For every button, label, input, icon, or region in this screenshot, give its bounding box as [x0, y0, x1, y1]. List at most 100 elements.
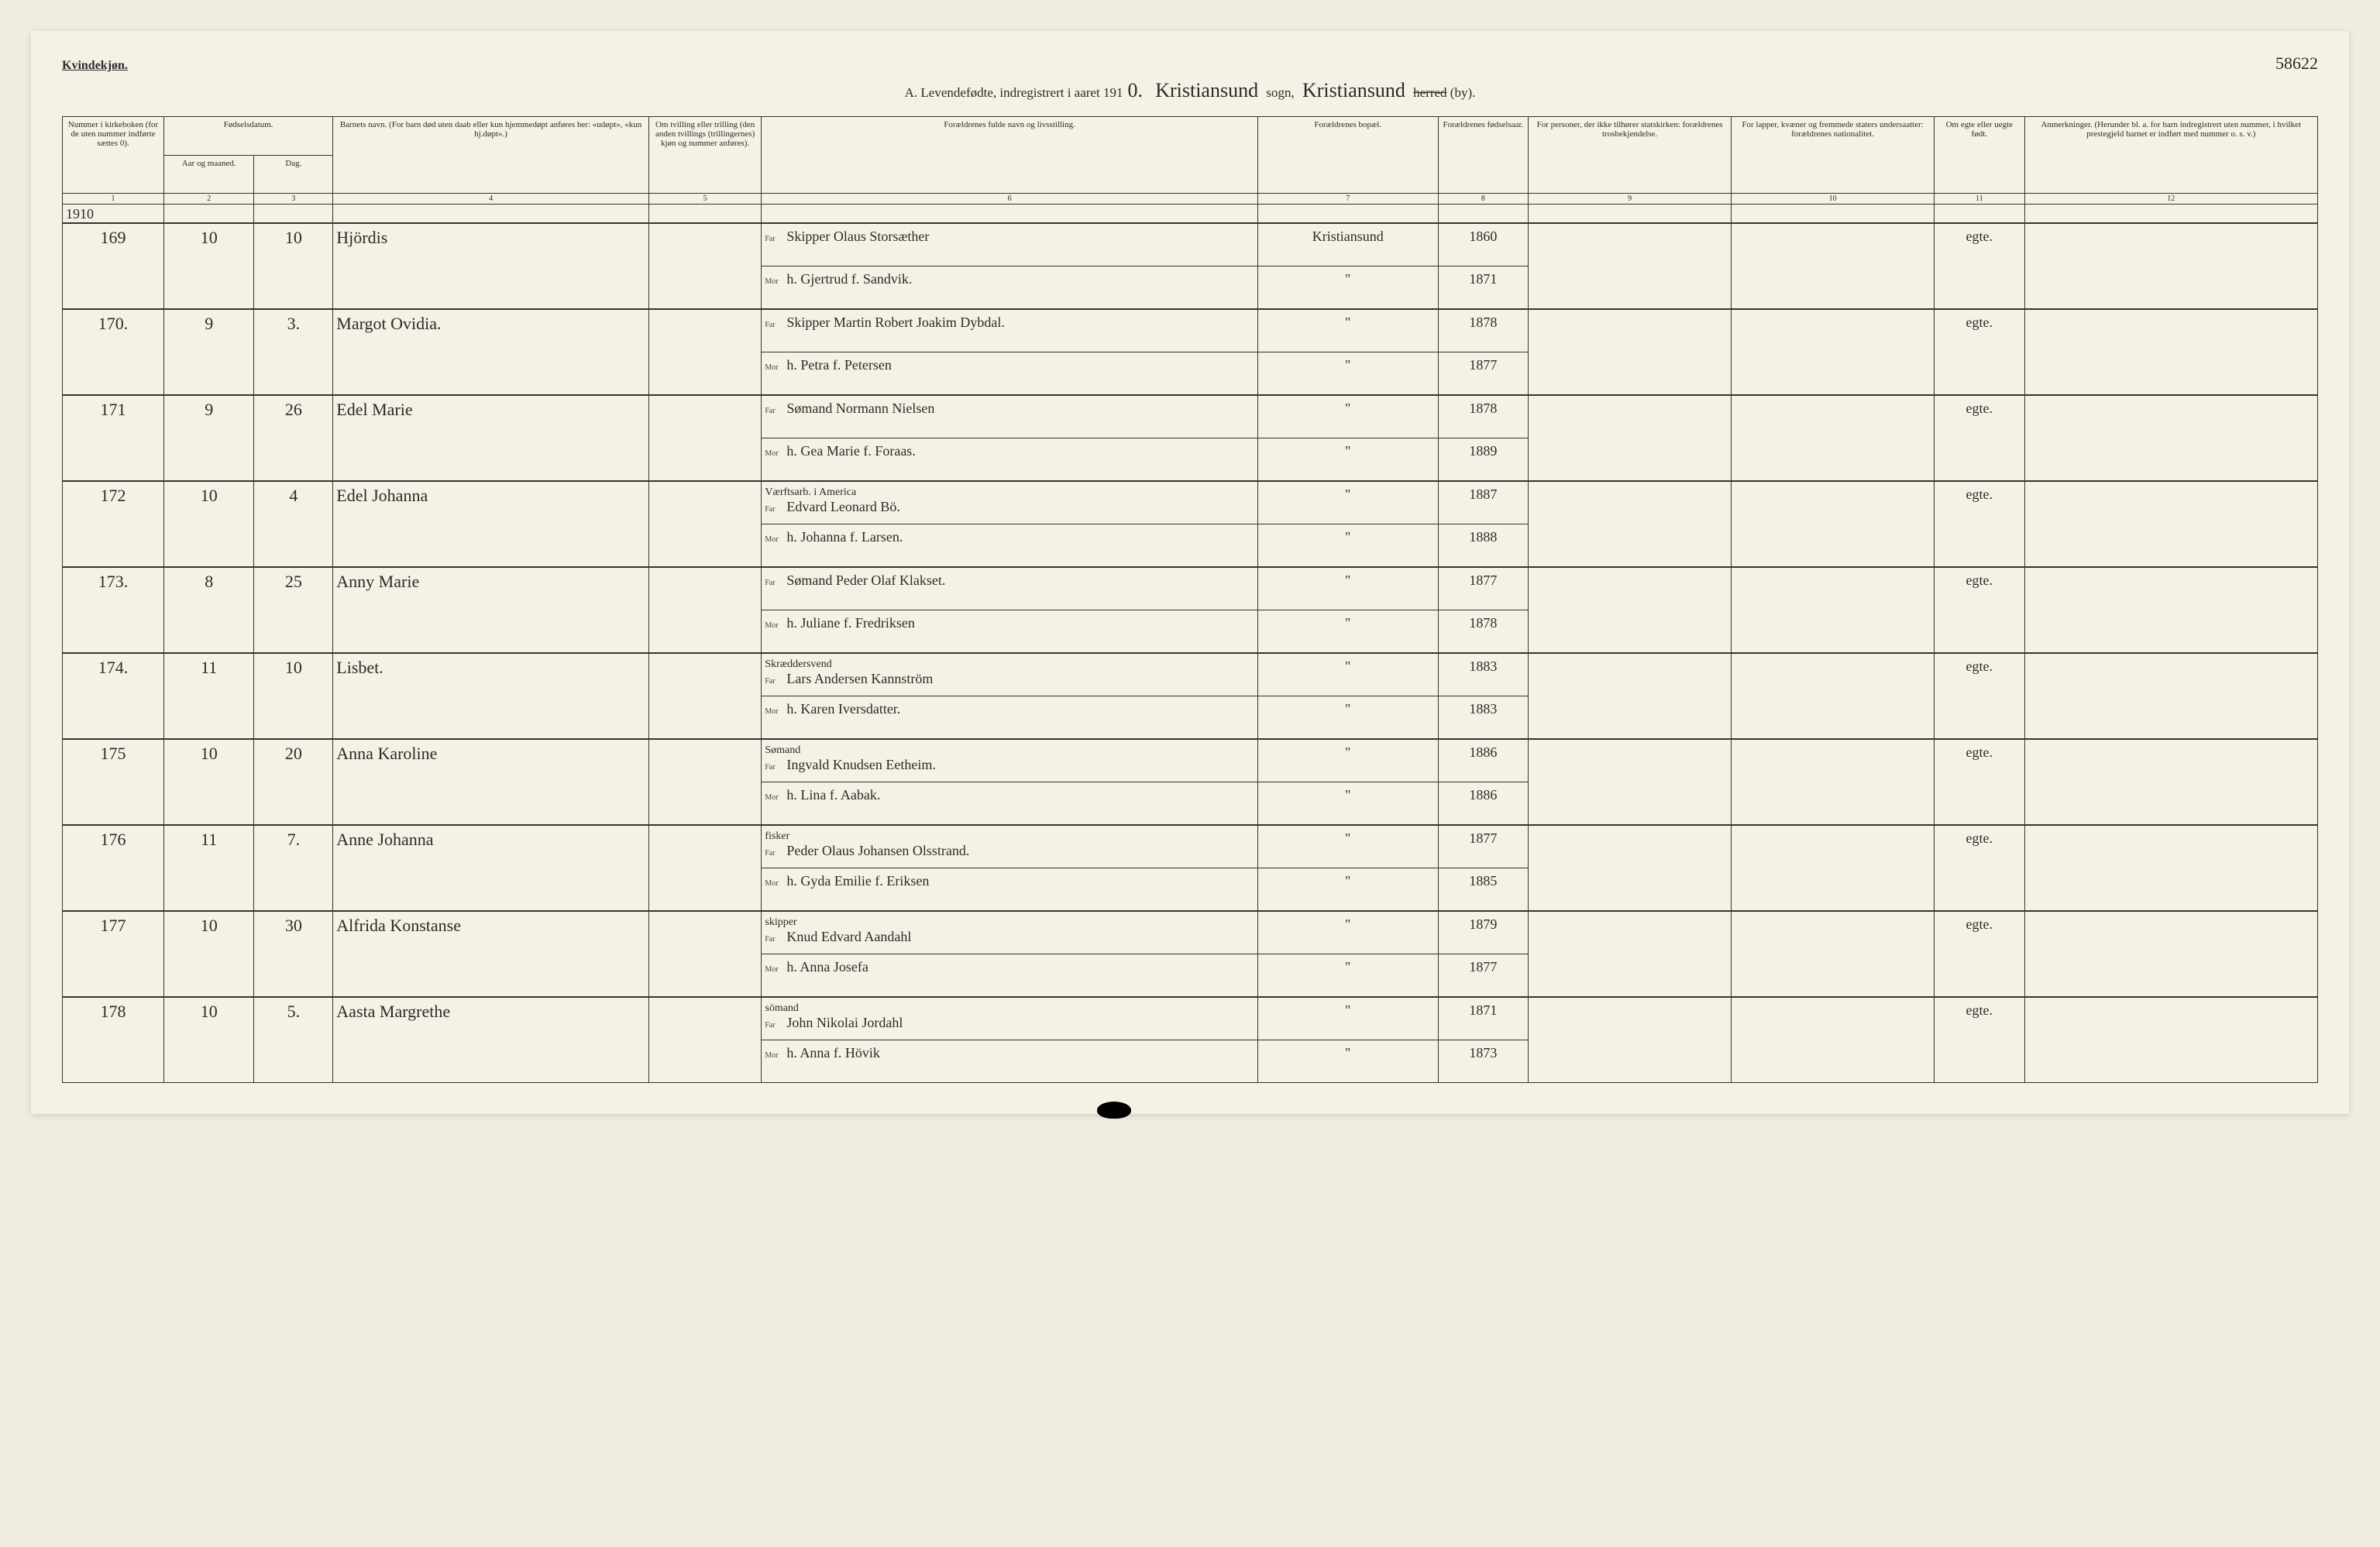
empty-cell — [1438, 205, 1528, 224]
nationality-cell — [1732, 223, 1935, 309]
ink-blot — [1097, 1102, 1131, 1119]
father-name: Lars Andersen Kannström — [786, 671, 933, 687]
empty-cell — [333, 205, 649, 224]
rel-label-far: Far — [765, 849, 782, 858]
birth-month: 10 — [163, 481, 253, 567]
empty-cell — [254, 205, 333, 224]
mother-name: h. Anna Josefa — [786, 959, 868, 975]
twin-cell — [648, 223, 762, 309]
record-row-far: 1751020Anna KarolineSømandFarIngvald Knu… — [63, 739, 2318, 782]
residence-mor: " — [1257, 352, 1438, 396]
father-occupation-note: Skræddersvend — [765, 658, 1254, 671]
twin-cell — [648, 825, 762, 911]
father-occupation-note: Værftsarb. i America — [765, 486, 1254, 499]
rel-label-mor: Mor — [765, 363, 782, 372]
birth-day: 10 — [254, 653, 333, 739]
father-name: Edvard Leonard Bö. — [786, 499, 899, 515]
rel-label-mor: Mor — [765, 1051, 782, 1060]
rel-label-far: Far — [765, 579, 782, 587]
birth-month: 10 — [163, 997, 253, 1083]
rel-label-far: Far — [765, 235, 782, 243]
record-number: 176 — [63, 825, 164, 911]
rel-label-mor: Mor — [765, 621, 782, 630]
empty-cell — [648, 205, 762, 224]
rel-label-mor: Mor — [765, 277, 782, 286]
remarks-cell — [2024, 309, 2317, 395]
parent-father: Far Skipper Martin Robert Joakim Dybdal. — [762, 309, 1257, 352]
residence-far: " — [1257, 481, 1438, 524]
record-row-far: 1691010HjördisFarSkipper Olaus Storsæthe… — [63, 223, 2318, 266]
nationality-cell — [1732, 911, 1935, 997]
nationality-cell — [1732, 825, 1935, 911]
record-row-far: 173.825Anny MarieFarSømand Peder Olaf Kl… — [63, 567, 2318, 610]
record-number: 177 — [63, 911, 164, 997]
child-name: Aasta Margrethe — [333, 997, 649, 1083]
twin-cell — [648, 567, 762, 653]
birth-month: 10 — [163, 911, 253, 997]
religion-cell — [1529, 997, 1732, 1083]
father-occupation-note: skipper — [765, 916, 1254, 929]
legitimacy: egte. — [1935, 739, 2024, 825]
father-name: Sømand Peder Olaf Klakset. — [786, 572, 945, 589]
parent-mother: Mor h. Anna f. Hövik — [762, 1040, 1257, 1083]
table-head: Nummer i kirke­boken (for de uten nummer… — [63, 117, 2318, 205]
remarks-cell — [2024, 653, 2317, 739]
birthyear-far: 1878 — [1438, 395, 1528, 438]
parent-mother: Morh. Gyda Emilie f. Eriksen — [762, 868, 1257, 912]
herred-suffix: (by). — [1450, 85, 1476, 100]
record-row-far: 172104Edel JohannaVærftsarb. i AmericaFa… — [63, 481, 2318, 524]
twin-cell — [648, 481, 762, 567]
empty-cell — [163, 205, 253, 224]
col-header-2-sub1: Aar og maaned. — [163, 155, 253, 194]
birthyear-far: 1871 — [1438, 997, 1528, 1040]
residence-mor: " — [1257, 266, 1438, 310]
child-name: Lisbet. — [333, 653, 649, 739]
empty-cell — [2024, 205, 2317, 224]
residence-far: " — [1257, 309, 1438, 352]
mother-name: h. Lina f. Aabak. — [786, 787, 880, 803]
colnum: 8 — [1438, 194, 1528, 205]
birth-day: 5. — [254, 997, 333, 1083]
father-name: Skipper Martin Robert Joakim Dybdal. — [786, 315, 1004, 331]
twin-cell — [648, 309, 762, 395]
col-header-8: For­ældrenes fødsels­aar. — [1438, 117, 1528, 194]
birthyear-far: 1877 — [1438, 567, 1528, 610]
parent-father: Far Sømand Peder Olaf Klakset. — [762, 567, 1257, 610]
legitimacy: egte. — [1935, 653, 2024, 739]
nationality-cell — [1732, 567, 1935, 653]
colnum: 5 — [648, 194, 762, 205]
col-header-10: For lapper, kvæner og fremmede staters u… — [1732, 117, 1935, 194]
birth-day: 26 — [254, 395, 333, 481]
pre-row: 1910 — [63, 205, 2318, 224]
birth-month: 8 — [163, 567, 253, 653]
mother-name: h. Petra f. Petersen — [786, 357, 891, 373]
legitimacy: egte. — [1935, 567, 2024, 653]
child-name: Hjördis — [333, 223, 649, 309]
mother-name: h. Anna f. Hövik — [786, 1045, 880, 1061]
col-header-4: Barnets navn. (For barn død uten daab el… — [333, 117, 649, 194]
parent-father: FarSømand Normann Nielsen — [762, 395, 1257, 438]
mother-name: h. Johanna f. Larsen. — [786, 529, 903, 545]
birthyear-mor: 1883 — [1438, 696, 1528, 740]
table-body: 19101691010HjördisFarSkipper Olaus Stors… — [63, 205, 2318, 1083]
title-prefix: A. Levendefødte, indregistrert i aaret 1… — [905, 85, 1123, 100]
herred-handwritten: Kristiansund — [1298, 79, 1410, 101]
parent-father: Skræddersvend Far Lars Andersen Kannström — [762, 653, 1257, 696]
father-occupation-note: Sømand — [765, 744, 1254, 757]
rel-label-far: Far — [765, 321, 782, 329]
residence-far: " — [1257, 567, 1438, 610]
legitimacy: egte. — [1935, 395, 2024, 481]
birth-month: 11 — [163, 825, 253, 911]
birthyear-mor: 1877 — [1438, 352, 1528, 396]
twin-cell — [648, 739, 762, 825]
empty-cell — [1529, 205, 1732, 224]
parent-father: SømandFarIngvald Knudsen Eetheim. — [762, 739, 1257, 782]
birthyear-far: 1887 — [1438, 481, 1528, 524]
rel-label-far: Far — [765, 1021, 782, 1030]
rel-label-far: Far — [765, 677, 782, 686]
birth-month: 9 — [163, 395, 253, 481]
mother-name: h. Juliane f. Fredriksen — [786, 615, 914, 631]
child-name: Edel Johanna — [333, 481, 649, 567]
record-number: 174. — [63, 653, 164, 739]
birthyear-far: 1877 — [1438, 825, 1528, 868]
